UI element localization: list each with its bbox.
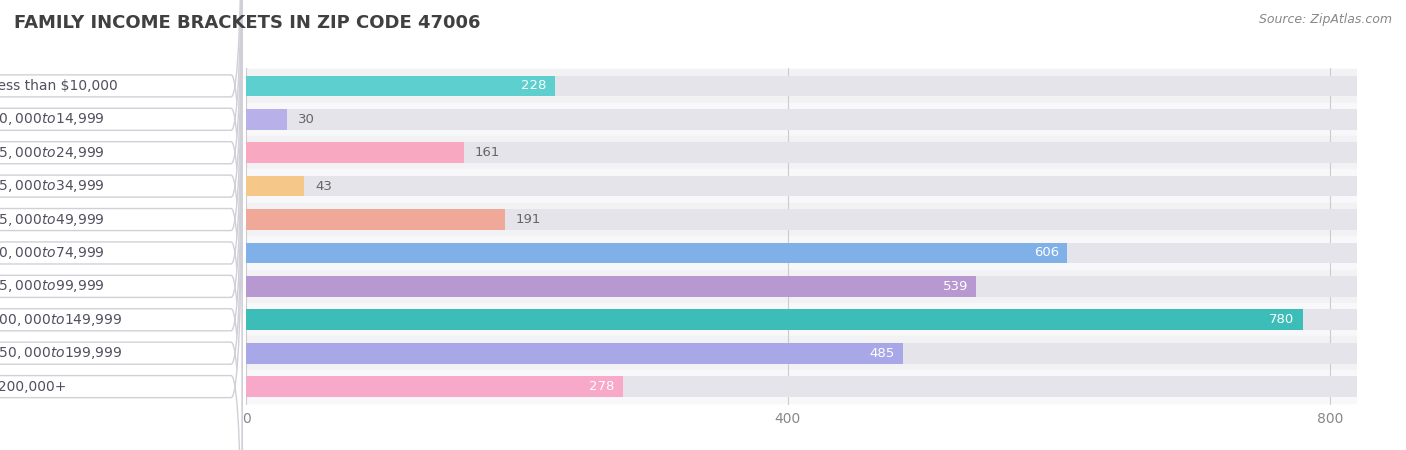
Text: 780: 780 (1270, 313, 1295, 326)
Text: $200,000+: $200,000+ (0, 380, 67, 394)
Bar (246, 176, 1357, 197)
Bar (246, 376, 1357, 397)
Bar (246, 109, 1357, 130)
Text: $35,000 to $49,999: $35,000 to $49,999 (0, 212, 105, 228)
Bar (246, 142, 1357, 163)
Bar (246, 343, 1357, 364)
Text: 278: 278 (589, 380, 614, 393)
Text: $100,000 to $149,999: $100,000 to $149,999 (0, 312, 122, 328)
Text: 485: 485 (870, 346, 894, 360)
FancyBboxPatch shape (0, 63, 242, 450)
FancyBboxPatch shape (0, 0, 242, 376)
Text: 43: 43 (315, 180, 332, 193)
Bar (246, 209, 505, 230)
Bar (246, 276, 1357, 297)
Bar (246, 203, 1357, 236)
Bar (246, 310, 1302, 330)
Text: $10,000 to $14,999: $10,000 to $14,999 (0, 111, 105, 127)
FancyBboxPatch shape (0, 0, 242, 409)
Text: $15,000 to $24,999: $15,000 to $24,999 (0, 145, 105, 161)
Bar (246, 337, 1357, 370)
Text: Less than $10,000: Less than $10,000 (0, 79, 118, 93)
Text: Source: ZipAtlas.com: Source: ZipAtlas.com (1258, 14, 1392, 27)
Bar (246, 176, 304, 197)
Text: 606: 606 (1033, 247, 1059, 260)
Text: FAMILY INCOME BRACKETS IN ZIP CODE 47006: FAMILY INCOME BRACKETS IN ZIP CODE 47006 (14, 14, 481, 32)
FancyBboxPatch shape (0, 30, 242, 450)
Bar (246, 303, 1357, 337)
FancyBboxPatch shape (0, 130, 242, 450)
Bar (246, 310, 1357, 330)
Text: $150,000 to $199,999: $150,000 to $199,999 (0, 345, 122, 361)
Bar (246, 370, 1357, 403)
Bar (246, 270, 1357, 303)
Bar (246, 169, 1357, 203)
Bar (246, 69, 1357, 103)
Text: 191: 191 (516, 213, 541, 226)
Text: $50,000 to $74,999: $50,000 to $74,999 (0, 245, 105, 261)
Text: 539: 539 (942, 280, 969, 293)
Bar (246, 142, 464, 163)
FancyBboxPatch shape (0, 0, 242, 450)
Bar (246, 209, 1357, 230)
Text: $25,000 to $34,999: $25,000 to $34,999 (0, 178, 105, 194)
FancyBboxPatch shape (0, 97, 242, 450)
Bar (246, 376, 623, 397)
Bar (246, 243, 1067, 263)
Text: $75,000 to $99,999: $75,000 to $99,999 (0, 279, 105, 294)
Bar (246, 243, 1357, 263)
FancyBboxPatch shape (0, 0, 242, 442)
Text: 228: 228 (522, 79, 547, 92)
Bar (246, 76, 555, 96)
Bar (246, 103, 1357, 136)
Bar (246, 136, 1357, 169)
Bar (246, 109, 287, 130)
FancyBboxPatch shape (0, 0, 242, 342)
Bar (246, 76, 1357, 96)
Bar (246, 343, 903, 364)
Bar (246, 276, 976, 297)
Text: 161: 161 (475, 146, 501, 159)
Bar (246, 236, 1357, 270)
Text: 30: 30 (298, 113, 315, 126)
FancyBboxPatch shape (0, 0, 242, 450)
